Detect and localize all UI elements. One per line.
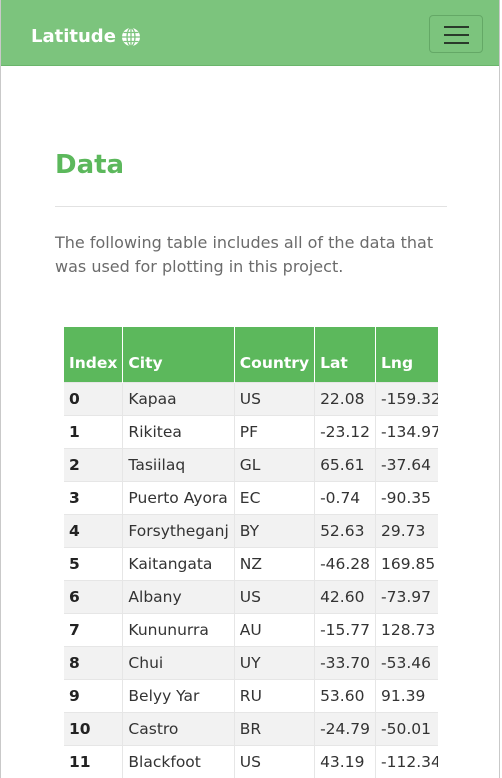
divider [55, 206, 447, 207]
cell-index: 3 [64, 480, 124, 514]
cell-city: Tasiilaq [122, 447, 235, 481]
cell-city: Blackfoot [122, 744, 235, 778]
cell-index: 1 [64, 414, 124, 448]
data-table-container[interactable]: Index City Country Lat Lng 0 Kapaa US 22.08… [64, 327, 438, 778]
cell-lat: -24.79 [314, 711, 377, 745]
cell-country: NZ [234, 546, 316, 580]
column-header-index: Index [64, 327, 124, 382]
table-row: 2 Tasiilaq GL 65.61 -37.64 [64, 447, 438, 481]
column-header-lng: Lng [375, 327, 438, 382]
cell-lat: -46.28 [314, 546, 377, 580]
cell-lng: -37.64 [375, 447, 438, 481]
data-table: Index City Country Lat Lng 0 Kapaa US 22.08… [64, 327, 438, 778]
cell-city: Forsytheganj [122, 513, 235, 547]
cell-city: Rikitea [122, 414, 235, 448]
cell-country: UY [234, 645, 316, 679]
cell-lng: -134.97 [375, 414, 438, 448]
cell-country: BR [234, 711, 316, 745]
page-title: Data [55, 150, 125, 180]
cell-city: Kapaa [122, 381, 235, 415]
cell-lat: -15.77 [314, 612, 377, 646]
navbar-toggle-button[interactable] [429, 15, 483, 53]
cell-lat: -23.12 [314, 414, 377, 448]
cell-country: EC [234, 480, 316, 514]
cell-city: Castro [122, 711, 235, 745]
cell-lng: 169.85 [375, 546, 438, 580]
table-row: 5 Kaitangata NZ -46.28 169.85 [64, 546, 438, 580]
cell-lng: -50.01 [375, 711, 438, 745]
cell-index: 6 [64, 579, 124, 613]
cell-index: 11 [64, 744, 124, 778]
table-row: 0 Kapaa US 22.08 -159.32 [64, 381, 438, 415]
cell-country: BY [234, 513, 316, 547]
cell-index: 10 [64, 711, 124, 745]
table-row: 1 Rikitea PF -23.12 -134.97 [64, 414, 438, 448]
navbar: Latitude [1, 0, 499, 66]
cell-country: US [234, 579, 316, 613]
table-header-row: Index City Country Lat Lng [64, 327, 438, 382]
cell-city: Albany [122, 579, 235, 613]
brand-link[interactable]: Latitude [31, 25, 141, 49]
cell-lat: 53.60 [314, 678, 377, 712]
cell-country: RU [234, 678, 316, 712]
cell-index: 2 [64, 447, 124, 481]
table-row: 7 Kununurra AU -15.77 128.73 [64, 612, 438, 646]
cell-lng: -112.34 [375, 744, 438, 778]
cell-country: US [234, 744, 316, 778]
cell-lat: 22.08 [314, 381, 377, 415]
globe-icon [121, 27, 140, 47]
cell-index: 5 [64, 546, 124, 580]
column-header-city: City [122, 327, 235, 382]
cell-lat: -0.74 [314, 480, 377, 514]
cell-lng: 29.73 [375, 513, 438, 547]
brand-label: Latitude [31, 26, 116, 47]
cell-lng: -53.46 [375, 645, 438, 679]
cell-index: 8 [64, 645, 124, 679]
cell-lng: 128.73 [375, 612, 438, 646]
table-row: 3 Puerto Ayora EC -0.74 -90.35 [64, 480, 438, 514]
cell-index: 4 [64, 513, 124, 547]
cell-city: Kaitangata [122, 546, 235, 580]
table-row: 4 Forsytheganj BY 52.63 29.73 [64, 513, 438, 547]
table-row: 11 Blackfoot US 43.19 -112.34 [64, 744, 438, 778]
cell-lng: 91.39 [375, 678, 438, 712]
column-header-country: Country [234, 327, 316, 382]
cell-lng: -159.32 [375, 381, 438, 415]
cell-index: 7 [64, 612, 124, 646]
cell-city: Chui [122, 645, 235, 679]
cell-lat: 65.61 [314, 447, 377, 481]
cell-lat: 42.60 [314, 579, 377, 613]
intro-text: The following table includes all of the … [55, 233, 434, 276]
cell-lat: 52.63 [314, 513, 377, 547]
cell-index: 9 [64, 678, 124, 712]
cell-city: Kununurra [122, 612, 235, 646]
cell-lng: -90.35 [375, 480, 438, 514]
cell-country: GL [234, 447, 316, 481]
column-header-lat: Lat [314, 327, 377, 382]
table-row: 9 Belyy Yar RU 53.60 91.39 [64, 678, 438, 712]
table-row: 6 Albany US 42.60 -73.97 [64, 579, 438, 613]
cell-country: PF [234, 414, 316, 448]
cell-city: Puerto Ayora [122, 480, 235, 514]
cell-city: Belyy Yar [122, 678, 235, 712]
cell-lng: -73.97 [375, 579, 438, 613]
cell-lat: 43.19 [314, 744, 377, 778]
table-row: 8 Chui UY -33.70 -53.46 [64, 645, 438, 679]
cell-country: US [234, 381, 316, 415]
cell-country: AU [234, 612, 316, 646]
cell-lat: -33.70 [314, 645, 377, 679]
table-row: 10 Castro BR -24.79 -50.01 [64, 711, 438, 745]
cell-index: 0 [64, 381, 124, 415]
